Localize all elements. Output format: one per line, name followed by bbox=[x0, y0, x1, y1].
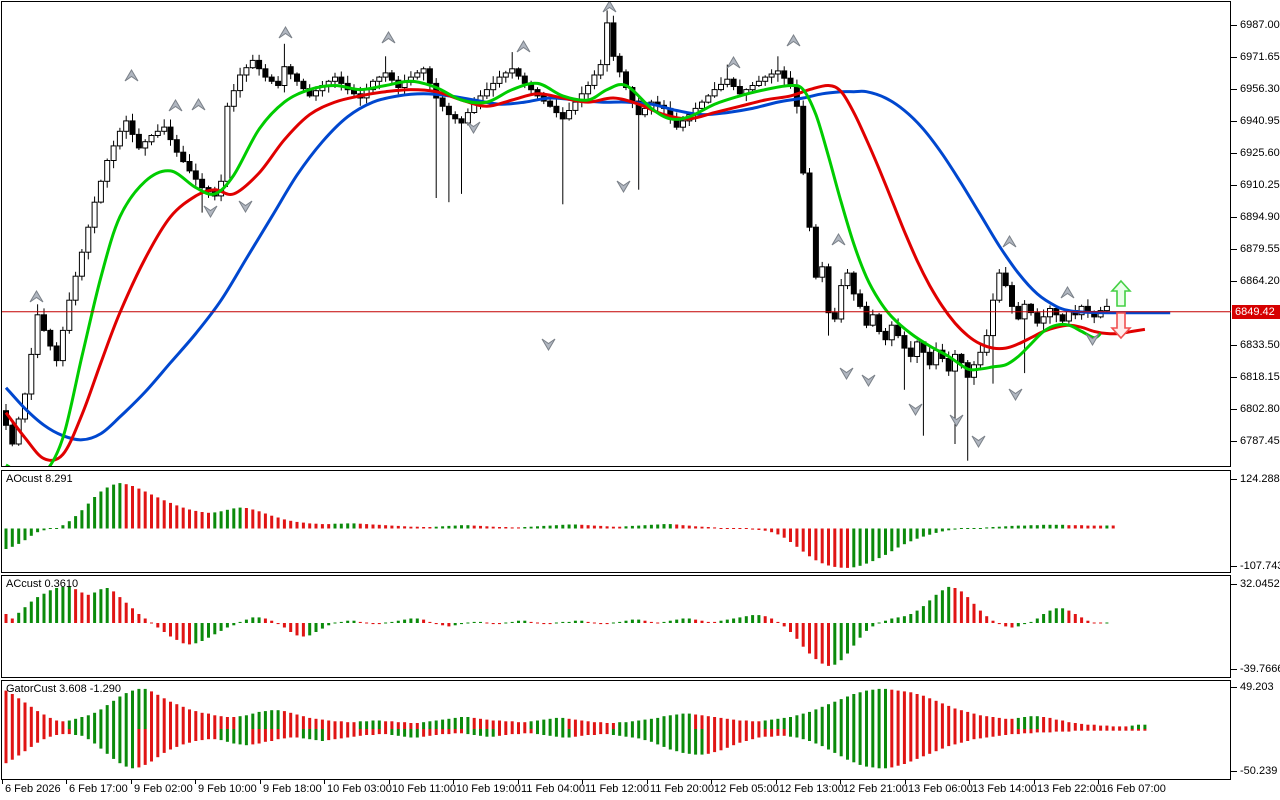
time-axis-tick bbox=[453, 780, 454, 784]
price-scale-tick bbox=[1231, 345, 1237, 346]
price-scale-tick bbox=[1231, 281, 1237, 282]
price-scale-label: 6987.00 bbox=[1240, 19, 1280, 31]
price-scale-tick bbox=[1231, 25, 1237, 26]
time-axis-tick bbox=[324, 780, 325, 784]
time-axis-label: 12 Feb 05:00 bbox=[714, 783, 779, 795]
indicator-scale-label: -39.7666 bbox=[1240, 663, 1280, 675]
indicator-scale-tick bbox=[1231, 687, 1237, 688]
main-price-pane[interactable] bbox=[1, 1, 1231, 467]
time-axis-tick bbox=[66, 780, 67, 784]
indicator-scale-tick bbox=[1231, 669, 1237, 670]
ac-histogram-canvas[interactable] bbox=[2, 576, 1231, 677]
time-axis-label: 9 Feb 10:00 bbox=[198, 783, 257, 795]
price-scale-label: 6894.90 bbox=[1240, 211, 1280, 223]
price-scale-tick bbox=[1231, 409, 1237, 410]
time-axis-tick bbox=[1098, 780, 1099, 784]
time-axis-tick bbox=[582, 780, 583, 784]
price-scale-label: 6925.60 bbox=[1240, 147, 1280, 159]
time-axis-label: 10 Feb 03:00 bbox=[327, 783, 392, 795]
time-axis-tick bbox=[647, 780, 648, 784]
indicator-scale-label: 32.0452 bbox=[1240, 578, 1280, 590]
time-axis-tick bbox=[969, 780, 970, 784]
time-axis-label: 11 Feb 12:00 bbox=[585, 783, 650, 795]
time-axis-label: 9 Feb 18:00 bbox=[263, 783, 322, 795]
time-axis-tick bbox=[711, 780, 712, 784]
indicator-scale-label: -50.239 bbox=[1240, 765, 1278, 777]
ao-indicator-label: AOcust 8.291 bbox=[6, 473, 73, 485]
price-scale-tick bbox=[1231, 217, 1237, 218]
price-scale-tick bbox=[1231, 441, 1237, 442]
time-axis-label: 13 Feb 14:00 bbox=[972, 783, 1037, 795]
time-axis-label: 10 Feb 11:00 bbox=[392, 783, 457, 795]
price-scale-label: 6940.95 bbox=[1240, 115, 1280, 127]
time-axis-label: 11 Feb 04:00 bbox=[521, 783, 586, 795]
ac-indicator-pane[interactable] bbox=[1, 575, 1231, 678]
time-axis-label: 10 Feb 19:00 bbox=[456, 783, 521, 795]
time-axis-label: 13 Feb 06:00 bbox=[908, 783, 973, 795]
price-scale-tick bbox=[1231, 121, 1237, 122]
time-axis-label: 16 Feb 07:00 bbox=[1101, 783, 1166, 795]
time-axis-tick bbox=[260, 780, 261, 784]
time-axis-tick bbox=[776, 780, 777, 784]
ac-indicator-label: ACcust 0.3610 bbox=[6, 578, 79, 590]
time-axis-tick bbox=[389, 780, 390, 784]
indicator-scale-tick bbox=[1231, 771, 1237, 772]
time-axis-tick bbox=[840, 780, 841, 784]
time-axis-tick bbox=[195, 780, 196, 784]
main-chart-canvas[interactable] bbox=[2, 2, 1231, 466]
time-axis-label: 12 Feb 13:00 bbox=[779, 783, 844, 795]
indicator-scale-label: 49.203 bbox=[1240, 681, 1274, 693]
price-scale-tick bbox=[1231, 57, 1237, 58]
current-price-badge: 6849.42 bbox=[1232, 305, 1280, 319]
price-scale-label: 6787.45 bbox=[1240, 435, 1280, 447]
indicator-scale-label: -107.743 bbox=[1240, 560, 1280, 572]
time-axis-tick bbox=[518, 780, 519, 784]
price-scale-label: 6864.20 bbox=[1240, 275, 1280, 287]
price-scale-label: 6971.65 bbox=[1240, 51, 1280, 63]
price-scale-tick bbox=[1231, 377, 1237, 378]
time-axis-label: 13 Feb 22:00 bbox=[1037, 783, 1102, 795]
ao-histogram-canvas[interactable] bbox=[2, 471, 1231, 572]
time-axis-tick bbox=[905, 780, 906, 784]
price-scale-label: 6802.80 bbox=[1240, 403, 1280, 415]
price-scale-label: 6818.15 bbox=[1240, 371, 1280, 383]
ao-indicator-pane[interactable] bbox=[1, 470, 1231, 573]
indicator-scale-tick bbox=[1231, 584, 1237, 585]
time-axis-label: 12 Feb 21:00 bbox=[843, 783, 908, 795]
gator-indicator-label: GatorCust 3.608 -1.290 bbox=[6, 683, 121, 695]
time-axis-tick bbox=[2, 780, 3, 784]
indicator-scale-tick bbox=[1231, 566, 1237, 567]
price-scale-tick bbox=[1231, 185, 1237, 186]
time-axis-label: 6 Feb 2026 bbox=[5, 783, 61, 795]
gator-histogram-canvas[interactable] bbox=[2, 681, 1231, 779]
time-axis-label: 11 Feb 20:00 bbox=[650, 783, 715, 795]
price-scale-label: 6879.55 bbox=[1240, 243, 1280, 255]
price-scale-tick bbox=[1231, 249, 1237, 250]
time-axis-label: 6 Feb 17:00 bbox=[69, 783, 128, 795]
price-scale-tick bbox=[1231, 153, 1237, 154]
indicator-scale-label: 124.288 bbox=[1240, 473, 1280, 485]
price-scale-label: 6956.30 bbox=[1240, 83, 1280, 95]
time-axis-tick bbox=[131, 780, 132, 784]
price-scale-tick bbox=[1231, 89, 1237, 90]
price-scale-label: 6910.25 bbox=[1240, 179, 1280, 191]
time-axis-label: 9 Feb 02:00 bbox=[134, 783, 193, 795]
indicator-scale-tick bbox=[1231, 479, 1237, 480]
time-axis-tick bbox=[1034, 780, 1035, 784]
price-scale-label: 6833.50 bbox=[1240, 339, 1280, 351]
